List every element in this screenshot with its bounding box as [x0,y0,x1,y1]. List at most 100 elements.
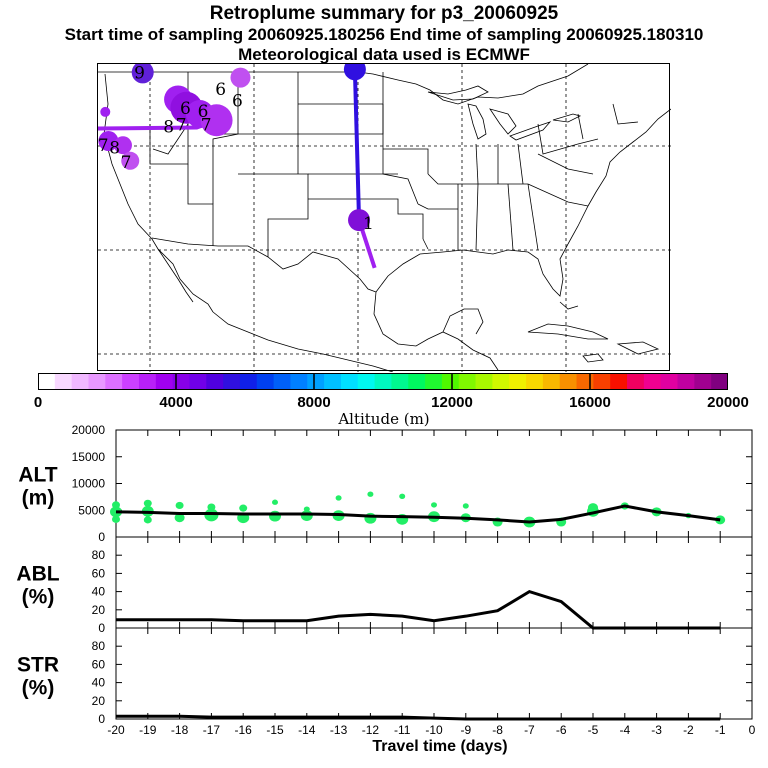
x-tick-label: -15 [266,723,284,737]
plume-circle [343,64,366,81]
panel-ylabel: (%) [22,677,55,700]
colorbar-swatch [189,373,207,390]
colorbar-swatch [340,373,359,390]
y-tick-label: 60 [92,566,106,580]
colorbar-label: Altitude (m) [338,410,430,428]
plume-path [352,69,362,221]
x-tick-label: -14 [298,723,316,737]
colorbar-swatch [324,373,342,390]
colorbar-swatch [425,373,443,390]
colorbar-swatch [509,373,527,390]
colorbar-swatch [559,373,578,390]
x-tick-label: -10 [425,723,443,737]
colorbar-swatch [542,373,561,390]
sampling-times: Start time of sampling 20060925.180256 E… [64,25,704,44]
colorbar-tick-label: 8000 [297,394,331,411]
x-axis-label: Travel time (days) [372,738,507,755]
y-tick-label: 0 [98,712,105,726]
colorbar-tick-label: 0 [33,394,43,411]
map-borders [98,64,671,372]
altitude-dot [112,515,120,523]
colorbar-swatch [458,373,477,390]
colorbar-swatch [88,373,106,390]
x-tick-label: -17 [203,723,221,737]
colorbar-swatch [374,373,392,390]
x-tick-label: -4 [619,723,630,737]
x-tick-label: -9 [460,723,471,737]
plume-circle [200,104,233,137]
altitude-dot [588,503,598,513]
chart-title: Retroplume summary for p3_20060925 [209,3,559,24]
plume-label: 7 [201,115,212,135]
colorbar-swatch [223,373,241,390]
colorbar-tick-label: 20000 [707,394,749,411]
plume-circle [100,106,111,117]
altitude-dot [239,504,248,512]
colorbar-swatch [660,373,679,390]
altitude-dot [143,516,152,524]
colorbar-swatch [307,373,325,390]
series-line [116,589,721,630]
colorbar-swatch [627,373,645,390]
colorbar-frame [38,373,728,390]
plume-circle [98,131,119,152]
altitude-dot [269,510,281,522]
colorbar-tick-label: 12000 [431,394,473,411]
colorbar-swatch [105,373,123,390]
panel-ylabel: (%) [22,586,55,609]
plume-label: 7 [121,153,132,173]
colorbar-swatch [492,373,510,390]
altitude-dot [431,502,437,508]
colorbar-swatch [357,373,376,390]
colorbar-swatch [54,373,73,390]
altitude-dot [207,503,216,511]
altitude-colorbar [38,373,728,390]
altitude-dot [175,501,184,510]
plume-circle [348,209,371,232]
x-tick-label: -5 [588,723,599,737]
altitude-dot [399,493,406,500]
colorbar-swatch [643,373,662,390]
plume-label: 6 [180,99,191,119]
y-tick-label: 20000 [72,423,106,437]
plume-label: 6 [198,102,209,122]
x-tick-label: -20 [107,723,125,737]
colorbar-swatch [38,373,56,390]
y-tick-label: 5000 [78,503,105,517]
panel-ylabel: ABL [16,563,59,586]
plume-label: 7 [176,115,187,135]
colorbar-swatch [576,373,594,390]
x-tick-label: -18 [171,723,189,737]
series-line [116,714,721,721]
x-tick-label: -7 [524,723,535,737]
panel-ylabel: ALT [18,464,57,487]
y-tick-label: 40 [92,676,106,690]
colorbar-swatch [71,373,89,390]
colorbar-swatch [593,373,611,390]
colorbar-swatch [122,373,140,390]
colorbar-swatch [206,373,224,390]
colorbar-swatch [526,373,544,390]
x-tick-label: -13 [330,723,348,737]
y-tick-label: 10000 [72,477,106,491]
y-tick-label: 15000 [72,450,106,464]
colorbar-swatch [408,373,426,390]
y-tick-label: 0 [98,530,105,544]
plume-circle [131,64,154,84]
x-tick-label: -6 [556,723,567,737]
altitude-dot [112,501,120,509]
altitude-dot [272,499,278,505]
colorbar-swatch [677,373,695,390]
colorbar-swatch [694,373,712,390]
plume-circle [113,136,132,155]
time-series-panels: 05000100001500020000ALT(m)020406080ABL(%… [16,423,755,755]
plume-label: 8 [163,117,174,137]
colorbar-swatch [273,373,291,390]
x-tick-label: -16 [235,723,253,737]
y-tick-label: 60 [92,657,106,671]
y-tick-label: 40 [92,585,106,599]
altitude-dot [303,506,310,512]
altitude-dot [367,491,374,497]
